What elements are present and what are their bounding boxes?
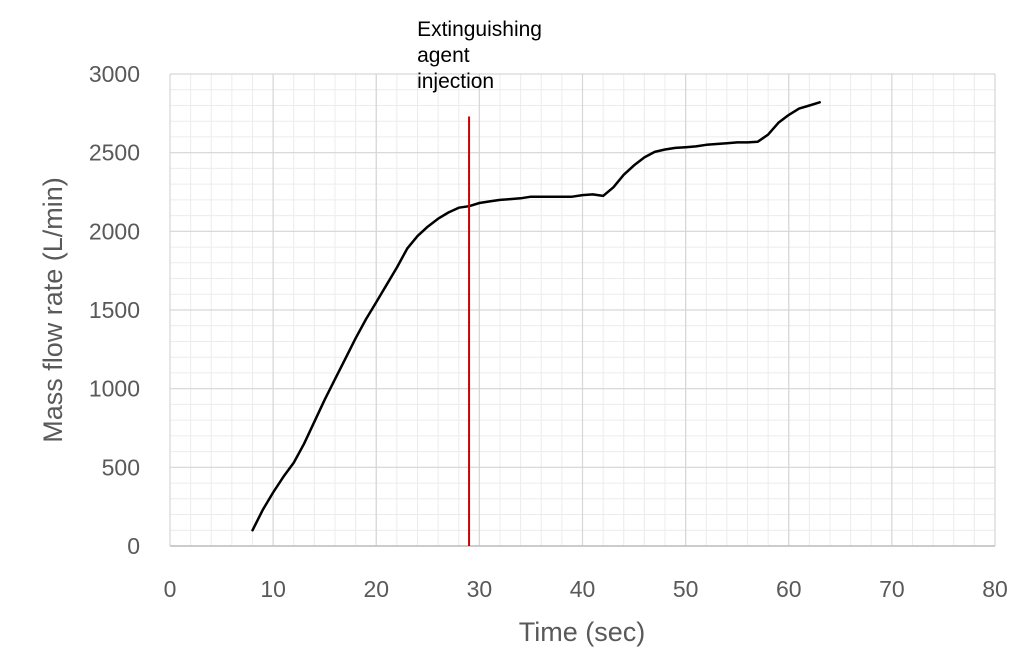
y-tick-label: 1000 (89, 376, 140, 402)
x-axis-title: Time (sec) (519, 617, 646, 647)
x-tick-label: 40 (570, 576, 596, 602)
y-axis-title: Mass flow rate (L/min) (38, 177, 68, 443)
x-tick-label: 10 (260, 576, 286, 602)
y-tick-label: 500 (102, 454, 140, 480)
y-tick-label: 3000 (89, 61, 140, 87)
series-layer (251, 101, 821, 532)
annotation-layer: Extinguishing agent injection (417, 18, 542, 546)
major-grid (169, 73, 996, 547)
y-tick-label: 0 (127, 533, 140, 559)
series-line (251, 101, 821, 532)
y-tick-label: 2000 (89, 218, 140, 244)
x-tick-label: 30 (467, 576, 493, 602)
x-tick-label: 70 (879, 576, 905, 602)
y-tick-label: 2500 (89, 140, 140, 166)
x-tick-label: 60 (776, 576, 802, 602)
x-tick-label: 50 (673, 576, 699, 602)
x-tick-label: 0 (164, 576, 177, 602)
y-tick-label: 1500 (89, 297, 140, 323)
x-tick-label: 80 (982, 576, 1008, 602)
x-tick-labels: 0 10 20 30 40 50 60 70 80 (164, 576, 1008, 602)
y-tick-labels: 0 500 1000 1500 2000 2500 3000 (89, 61, 140, 559)
x-tick-label: 20 (363, 576, 389, 602)
injection-annotation-text: agent (417, 44, 470, 67)
injection-annotation-text: Extinguishing (417, 18, 542, 41)
injection-annotation-text: injection (417, 70, 494, 93)
